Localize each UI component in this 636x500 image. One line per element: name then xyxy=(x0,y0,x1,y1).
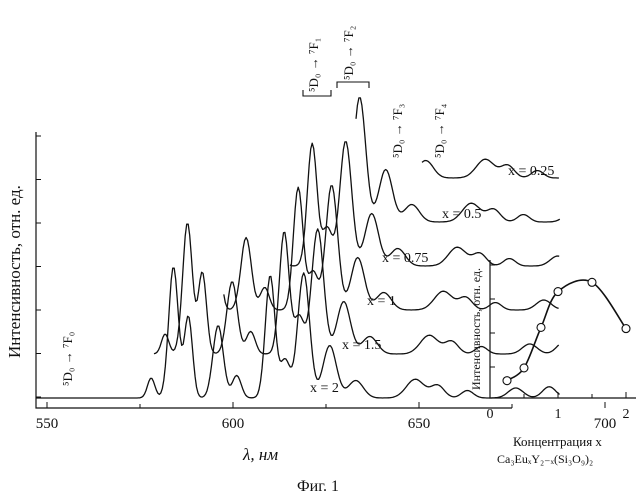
transition-annotations: ⁵D₀ → ⁷F₀ ⁵D₀ → ⁷F₁ ⁵D₀ → ⁷F₂ ⁵D₀ → ⁷F₃ ⁵D₀ … xyxy=(60,26,447,386)
series-label: x = 0.25 xyxy=(508,164,554,179)
spectrum-line xyxy=(421,158,559,179)
main-x-axis-label: λ, нм xyxy=(242,445,278,464)
spectrum-line xyxy=(223,185,559,311)
main-x-tick-label: 650 xyxy=(408,416,431,432)
bracket-f1 xyxy=(302,90,332,97)
spectrum-line xyxy=(35,267,560,399)
spectrum-line xyxy=(355,97,561,223)
transition-annotation: ⁵D₀ → ⁷F₁ xyxy=(306,38,321,92)
spectrum-line xyxy=(153,223,560,355)
transition-annotation: ⁵D₀ → ⁷F₃ xyxy=(390,104,405,158)
transition-annotation: ⁵D₀ → ⁷F₂ xyxy=(341,26,356,80)
inset-data-point xyxy=(553,287,563,297)
inset-data-point xyxy=(502,376,512,386)
main-x-tick-label: 700 xyxy=(594,416,617,432)
main-x-tick-label: 550 xyxy=(36,416,59,432)
series-labels: x = 2 x = 1.5 x = 1 x = 0.75 x = 0.5 x = 0.25 xyxy=(310,164,554,396)
inset-data-point xyxy=(621,324,631,334)
inset-x-tick-label: 2 xyxy=(623,407,630,422)
series-label: x = 0.5 xyxy=(442,207,481,222)
inset-x-tick-label: 1 xyxy=(555,407,562,422)
series-label: x = 1.5 xyxy=(342,338,381,353)
main-x-axis xyxy=(35,132,512,409)
series-label: x = 1 xyxy=(367,294,396,309)
inset-data-point xyxy=(536,322,546,333)
inset-x-axis-label-formula: Ca₃EuₓY₂₋ₓ(Si₃O₉)₂ xyxy=(497,452,593,466)
transition-annotation: ⁵D₀ → ⁷F₄ xyxy=(432,103,447,158)
main-x-tick-label: 600 xyxy=(222,416,245,432)
inset-concentration-chart: 0 1 2 Интенсивность, отн. ед. Концентрация… xyxy=(469,260,636,466)
inset-x-axis-label: Концентрация x xyxy=(513,434,602,449)
spectrum-line xyxy=(289,141,560,267)
inset-x-tick-label: 0 xyxy=(487,407,494,422)
main-y-axis-label: Интенсивность, отн. ед. xyxy=(5,185,24,358)
inset-y-axis-label: Интенсивность, отн. ед. xyxy=(469,268,483,390)
series-label: x = 2 xyxy=(310,381,339,396)
inset-data-point xyxy=(519,363,529,373)
main-ticks: 550600650700750 xyxy=(36,135,617,432)
inset-points xyxy=(502,277,631,386)
main-spectra-chart: 550600650700750 λ, нм Интенсивность, отн… xyxy=(5,26,617,464)
transition-annotation: ⁵D₀ → ⁷F₀ xyxy=(60,332,75,386)
figure-caption: Фиг. 1 xyxy=(297,478,339,495)
inset-ticks: 0 1 2 xyxy=(487,264,630,422)
main-spectra xyxy=(35,97,561,399)
inset-data-point xyxy=(587,277,597,287)
series-label: x = 0.75 xyxy=(382,251,428,266)
bracket-f2 xyxy=(336,81,370,88)
